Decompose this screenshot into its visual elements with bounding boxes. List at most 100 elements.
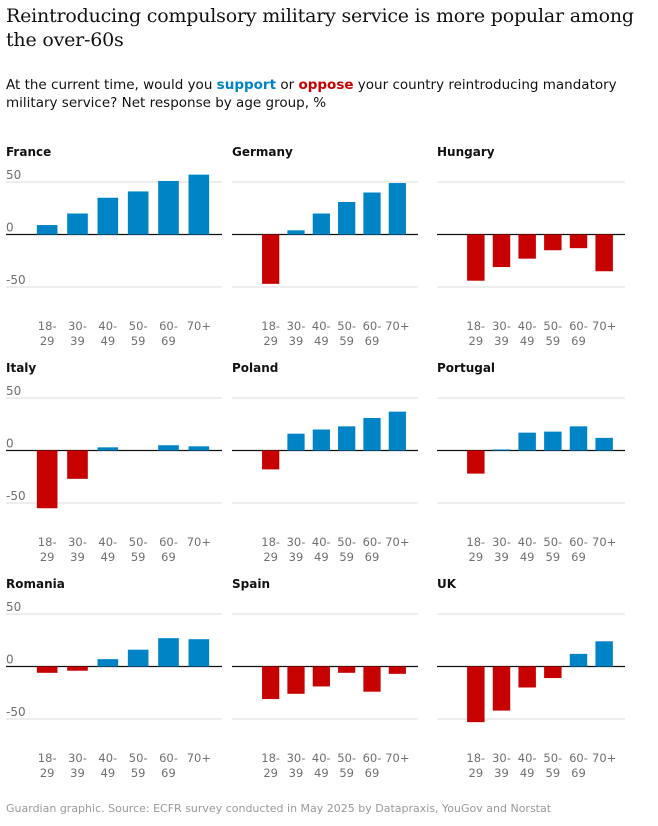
- y-tick-label: 50: [6, 168, 21, 182]
- x-tick-label: 70+: [385, 535, 409, 549]
- bar-spain-50-59: [338, 666, 356, 673]
- bar-hungary-70+: [595, 234, 613, 272]
- bar-uk-70+: [595, 641, 613, 667]
- panel-title: Romania: [6, 577, 65, 591]
- bar-spain-60-69: [363, 666, 381, 692]
- x-tick-label: 59: [546, 550, 561, 564]
- support-keyword: support: [216, 77, 277, 93]
- x-tick-label: 40-: [312, 319, 331, 333]
- bar-romania-70+: [188, 639, 210, 667]
- panel-title: Poland: [232, 361, 278, 375]
- x-tick-label: 29: [263, 334, 278, 348]
- x-tick-label: 50-: [543, 319, 562, 333]
- x-tick-label: 60-: [363, 535, 382, 549]
- x-tick-label: 39: [70, 334, 85, 348]
- x-tick-label: 30-: [68, 535, 87, 549]
- bar-italy-18-29: [36, 450, 58, 509]
- x-tick-label: 59: [546, 766, 561, 780]
- subtitle-text-end: your country reintroducing mandatory mil…: [6, 77, 617, 111]
- panel-france: France 50 0 -50 18-29 30-39 40-49 50-59 60-69 70+: [6, 145, 222, 348]
- oppose-keyword: oppose: [298, 77, 354, 93]
- x-tick-label: 60-: [569, 535, 588, 549]
- x-tick-label: 50-: [543, 751, 562, 765]
- bar-poland-60-69: [363, 417, 381, 451]
- panel-spain: Spain 18-29 30-39 40-49 50-59 60-69 70+: [232, 577, 418, 780]
- bar-poland-30-39: [287, 433, 305, 451]
- bar-portugal-70+: [595, 437, 613, 451]
- x-tick-label: 40-: [518, 535, 537, 549]
- x-tick-label: 69: [571, 766, 586, 780]
- bar-portugal-40-49: [518, 432, 536, 451]
- bar-italy-70+: [188, 446, 210, 451]
- bar-portugal-18-29: [467, 450, 485, 474]
- bar-germany-50-59: [338, 201, 356, 235]
- x-tick-label: 49: [314, 766, 329, 780]
- bar-portugal-30-39: [492, 449, 511, 451]
- x-tick-label: 49: [314, 334, 329, 348]
- bar-france-30-39: [67, 213, 88, 235]
- bar-romania-18-29: [36, 666, 58, 673]
- x-tick-label: 40-: [98, 319, 117, 333]
- y-tick-label: -50: [6, 705, 26, 719]
- bar-hungary-30-39: [492, 234, 511, 268]
- y-tick-label: 0: [6, 437, 14, 451]
- bar-romania-60-69: [158, 638, 179, 667]
- x-tick-label: 70+: [385, 319, 409, 333]
- x-tick-label: 18-: [466, 535, 485, 549]
- x-tick-label: 30-: [492, 535, 511, 549]
- panel-title: Portugal: [437, 361, 495, 375]
- x-tick-label: 59: [131, 550, 146, 564]
- x-tick-label: 18-: [38, 535, 57, 549]
- x-tick-label: 50-: [337, 751, 356, 765]
- x-tick-label: 29: [263, 550, 278, 564]
- panel-romania: Romania 50 0 -50 18-29 30-39 40-49 50-59 60-69 70…: [6, 577, 222, 780]
- bar-portugal-60-69: [569, 426, 588, 451]
- x-tick-label: 30-: [287, 319, 306, 333]
- panel-uk: UK 18-29 30-39 40-49 50-59 60-69 70+: [437, 577, 625, 780]
- x-tick-label: 39: [70, 766, 85, 780]
- x-tick-label: 39: [494, 334, 509, 348]
- panel-hungary: Hungary 18-29 30-39 40-49 50-59 60-69 70+: [437, 145, 625, 348]
- x-tick-label: 30-: [287, 751, 306, 765]
- x-tick-label: 18-: [38, 319, 57, 333]
- bar-germany-40-49: [312, 213, 330, 235]
- x-tick-label: 18-: [466, 319, 485, 333]
- panel-title: Spain: [232, 577, 270, 591]
- y-tick-label: 0: [6, 221, 14, 235]
- x-tick-label: 69: [365, 550, 380, 564]
- y-tick-label: 50: [6, 600, 21, 614]
- x-tick-label: 69: [161, 334, 176, 348]
- x-tick-label: 39: [289, 766, 304, 780]
- x-tick-label: 30-: [68, 319, 87, 333]
- x-tick-label: 39: [70, 550, 85, 564]
- panel-title: France: [6, 145, 51, 159]
- x-tick-label: 30-: [287, 535, 306, 549]
- x-tick-label: 69: [365, 766, 380, 780]
- bar-uk-18-29: [467, 666, 485, 723]
- bar-hungary-40-49: [518, 234, 536, 259]
- x-tick-label: 49: [314, 550, 329, 564]
- panel-title: Hungary: [437, 145, 495, 159]
- bar-france-18-29: [36, 225, 58, 235]
- x-tick-label: 60-: [159, 319, 178, 333]
- x-tick-label: 70+: [187, 751, 211, 765]
- bar-romania-40-49: [97, 659, 119, 667]
- panel-italy: Italy 50 0 -50 18-29 30-39 40-49 50-59 60-69 70+: [6, 361, 222, 564]
- y-tick-label: -50: [6, 489, 26, 503]
- source-note: Guardian graphic. Source: ECFR survey co…: [6, 802, 552, 815]
- x-tick-label: 60-: [159, 535, 178, 549]
- x-tick-label: 69: [571, 550, 586, 564]
- bar-spain-18-29: [262, 666, 280, 700]
- x-tick-label: 29: [40, 766, 55, 780]
- x-tick-label: 49: [520, 334, 535, 348]
- x-tick-label: 70+: [592, 751, 616, 765]
- bar-spain-70+: [388, 666, 406, 674]
- x-tick-label: 69: [365, 334, 380, 348]
- x-tick-label: 40-: [98, 751, 117, 765]
- x-tick-label: 59: [131, 334, 146, 348]
- subtitle-text-start: At the current time, would you: [6, 77, 217, 93]
- panel-title: UK: [437, 577, 457, 591]
- bar-uk-40-49: [518, 666, 536, 688]
- x-tick-label: 59: [339, 766, 354, 780]
- x-tick-label: 40-: [518, 751, 537, 765]
